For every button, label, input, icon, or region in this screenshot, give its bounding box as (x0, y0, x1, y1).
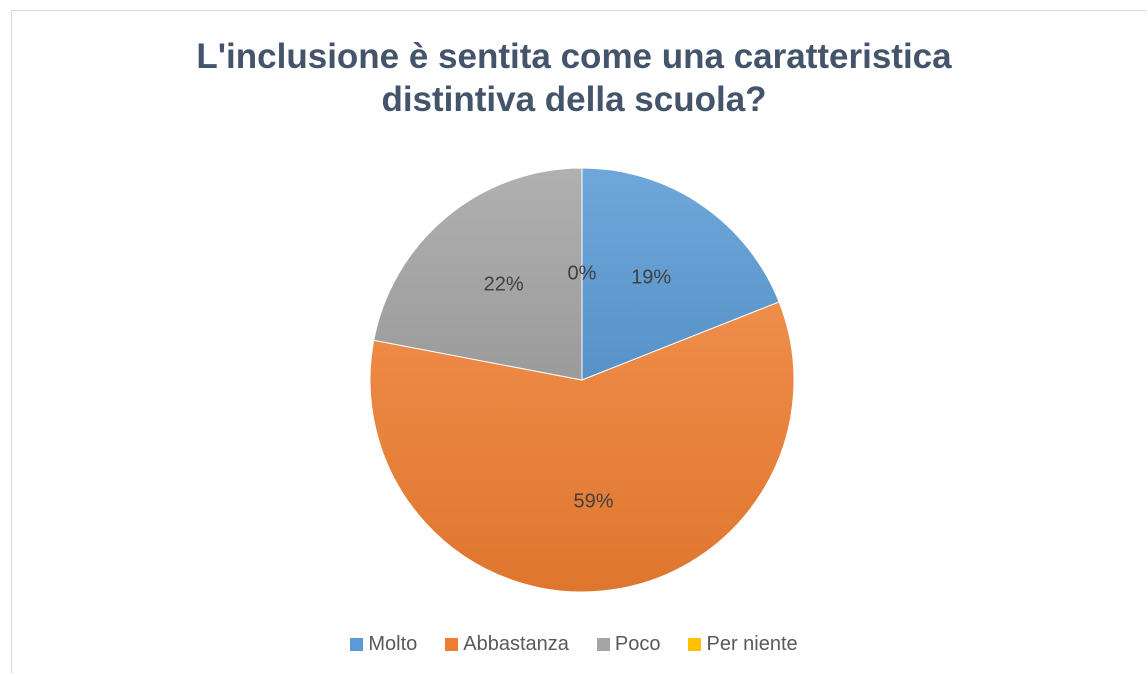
legend-item-poco: Poco (596, 633, 661, 656)
data-label-molto: 19% (631, 267, 671, 289)
chart-title: L'inclusione è sentita come una caratter… (0, 35, 1148, 121)
legend-item-abbastanza: Abbastanza (445, 633, 569, 656)
legend: Molto Abbastanza Poco Per niente (0, 633, 1148, 656)
data-label-poco: 22% (484, 274, 524, 296)
legend-label-abbastanza: Abbastanza (463, 633, 569, 655)
chart-title-line-2: distintiva della scuola? (381, 80, 767, 119)
legend-swatch-per-niente (688, 638, 702, 651)
legend-swatch-poco (596, 638, 610, 651)
legend-label-poco: Poco (614, 633, 661, 655)
legend-item-molto: Molto (350, 633, 417, 656)
pie-slice-poco (373, 167, 583, 381)
legend-label-molto: Molto (368, 633, 418, 655)
legend-label-per-niente: Per niente (706, 633, 798, 655)
legend-swatch-abbastanza (445, 638, 459, 651)
data-label-abbastanza: 59% (574, 491, 614, 513)
pie-slice-abbastanza (369, 301, 795, 593)
legend-item-per-niente: Per niente (688, 633, 798, 656)
pie-slice-molto (581, 167, 780, 381)
data-label-per-niente: 0% (568, 262, 597, 284)
chart-title-line-1: L'inclusione è sentita come una caratter… (196, 37, 952, 76)
legend-swatch-molto (350, 638, 364, 651)
